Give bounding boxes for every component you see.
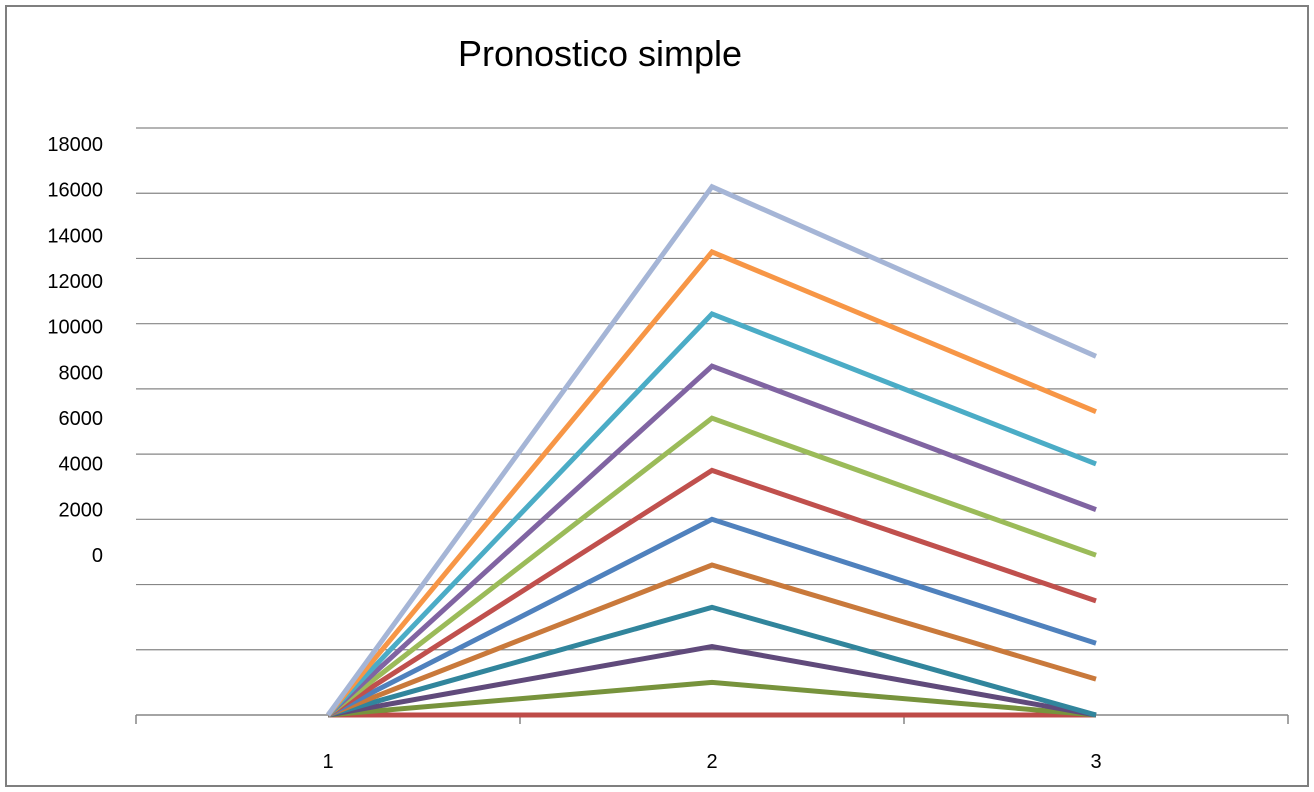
series-line <box>326 310 1097 717</box>
series-line <box>327 643 1097 718</box>
y-tick-label: 8000 <box>59 362 104 384</box>
y-tick-label: 0 <box>92 545 103 567</box>
series-line <box>326 363 1097 717</box>
chart-border <box>5 5 1309 787</box>
x-tick-label: 2 <box>706 751 717 773</box>
series-line <box>327 679 1097 718</box>
series-line <box>326 248 1097 717</box>
gridlines <box>136 127 1288 651</box>
chart-title: Pronostico simple <box>458 33 742 74</box>
series-line <box>326 467 1097 718</box>
y-tick-label: 2000 <box>59 499 104 521</box>
x-axis-tick-labels: 1 2 3 <box>322 751 1101 773</box>
y-tick-label: 16000 <box>47 180 103 202</box>
y-axis-tick-labels: 18000 16000 14000 12000 10000 8000 6000 4000 200… <box>47 134 103 567</box>
y-tick-label: 12000 <box>47 271 103 293</box>
y-tick-label: 6000 <box>59 408 104 430</box>
series-line <box>327 562 1097 718</box>
series-line <box>327 604 1097 718</box>
x-tick-label: 3 <box>1090 751 1101 773</box>
series-line <box>326 516 1097 718</box>
x-tick-label: 1 <box>322 751 333 773</box>
y-tick-label: 4000 <box>59 454 104 476</box>
y-tick-label: 10000 <box>47 317 103 339</box>
y-tick-label: 14000 <box>47 225 103 247</box>
series-lines <box>325 183 1098 718</box>
series-line <box>325 183 1098 717</box>
series-line <box>326 415 1097 717</box>
y-tick-label: 18000 <box>47 134 103 156</box>
